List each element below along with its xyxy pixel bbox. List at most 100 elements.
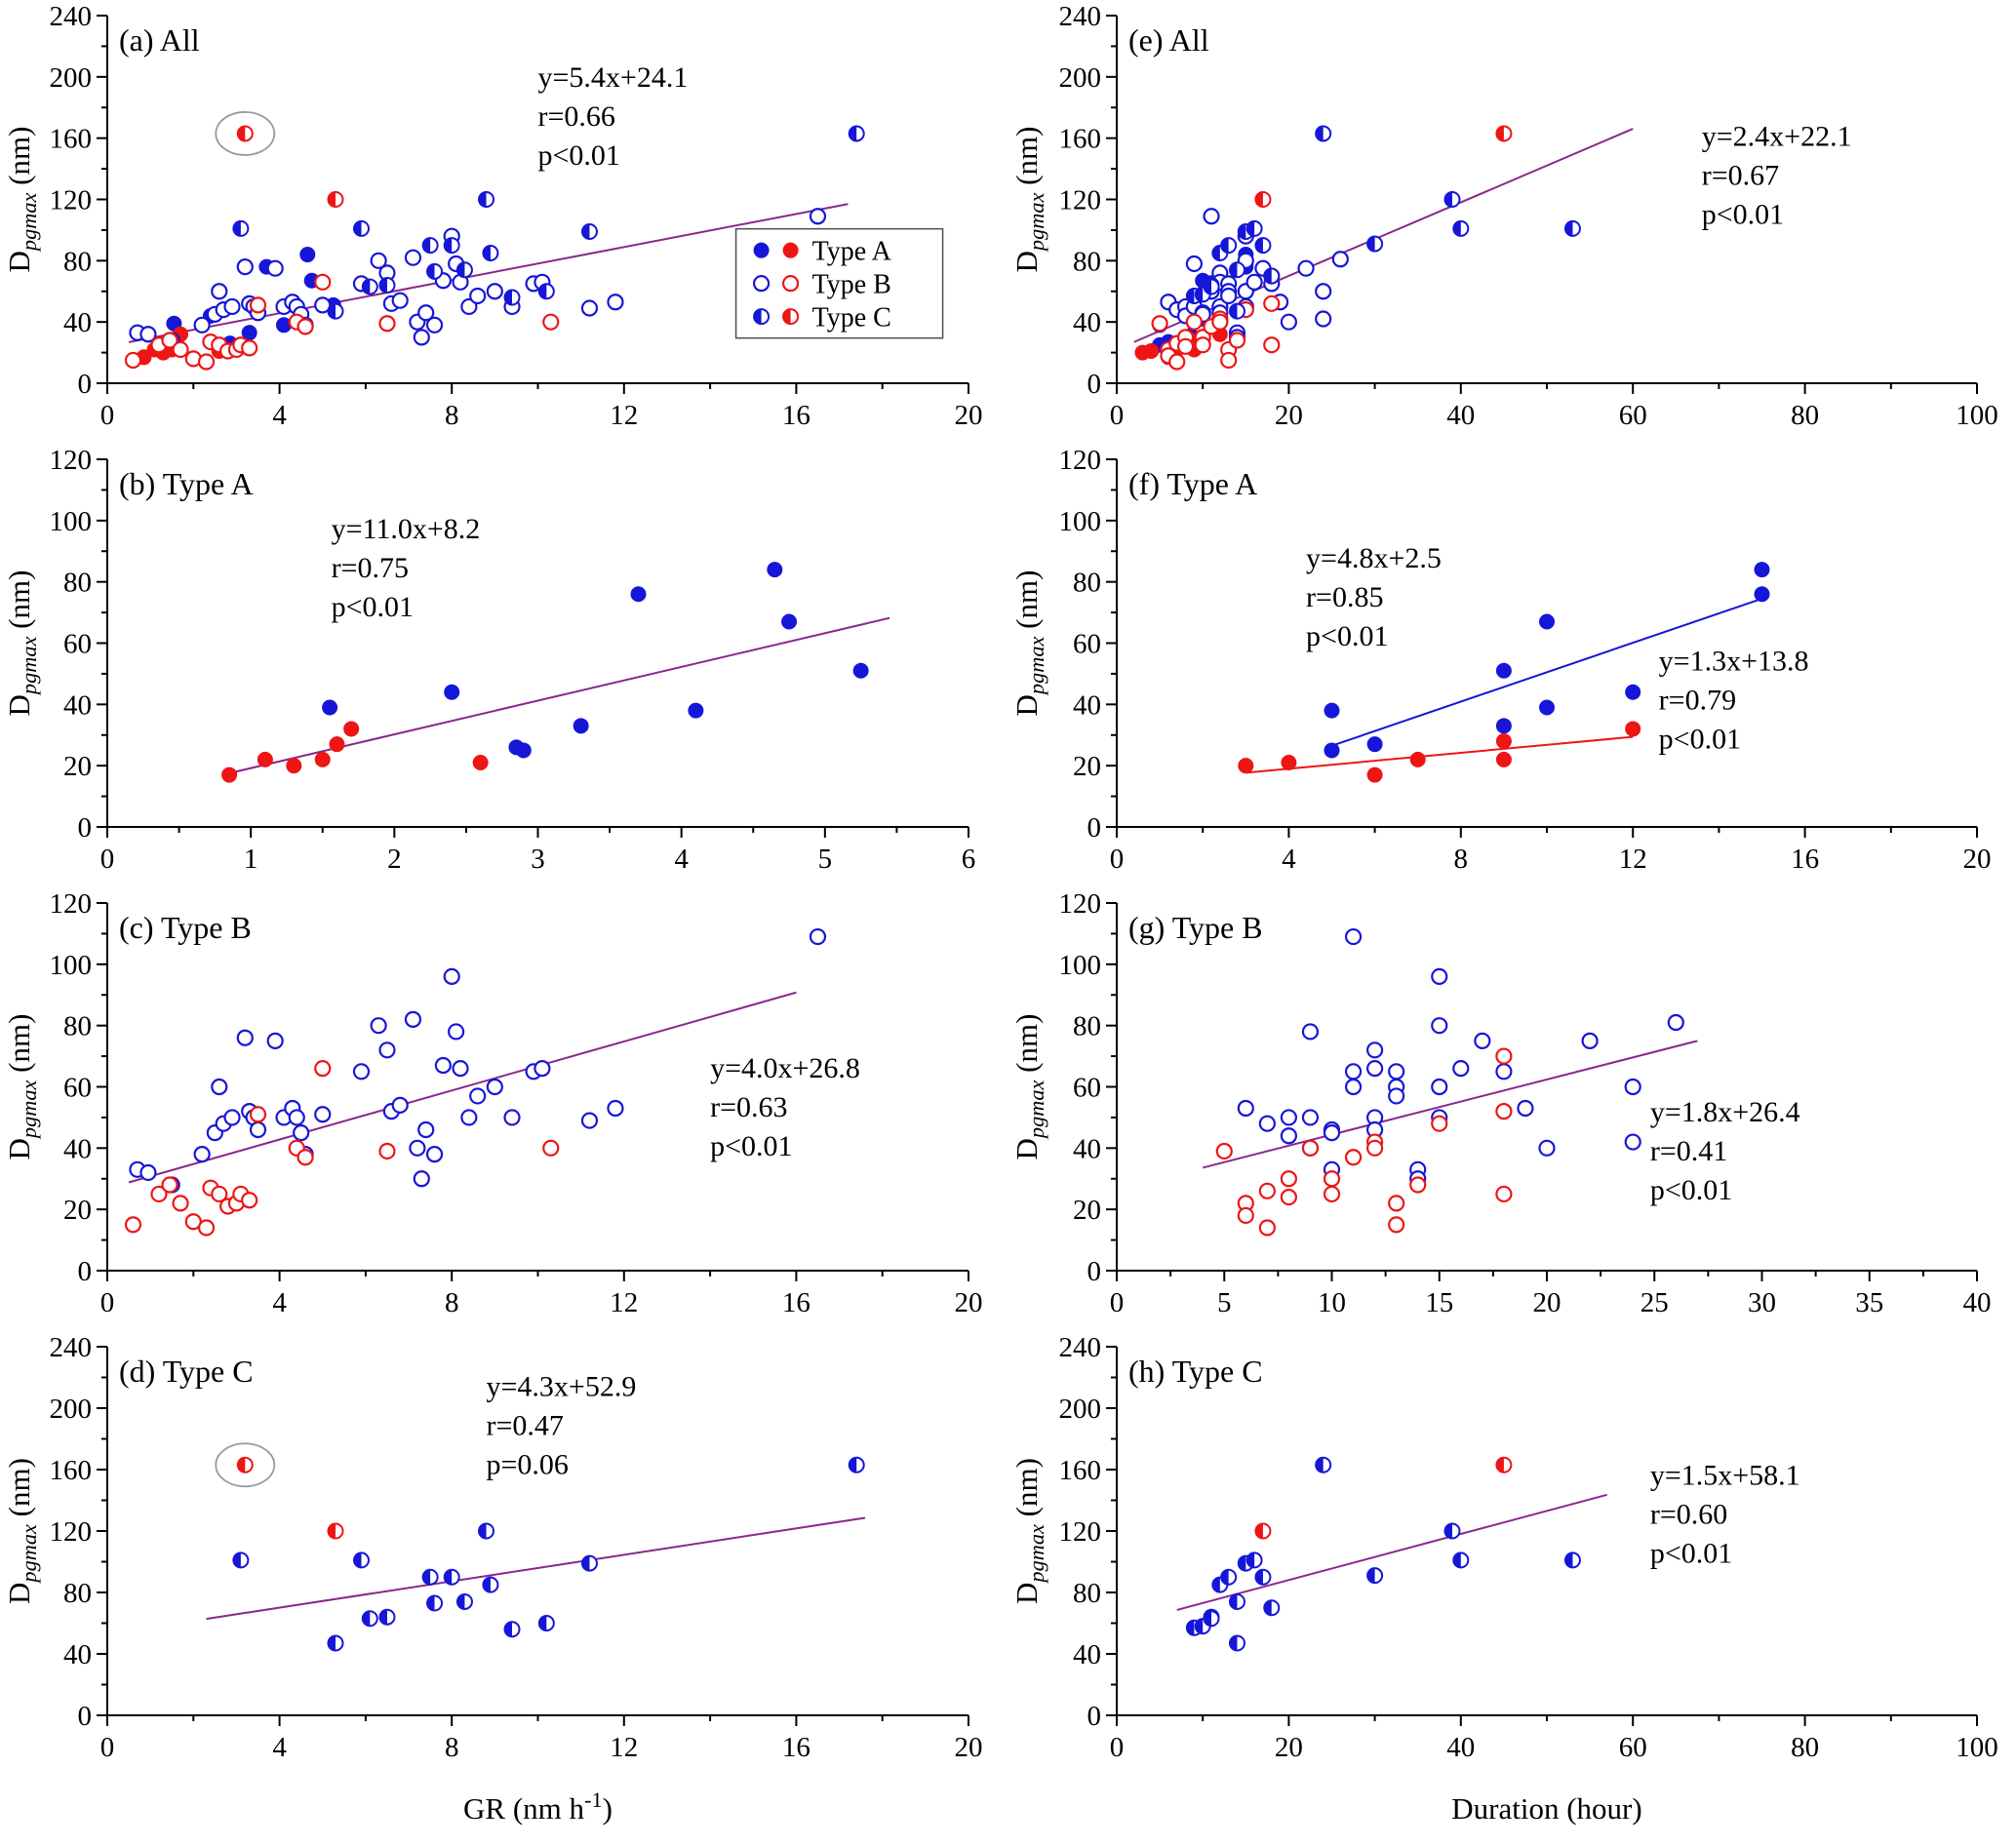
- svg-text:r=0.67: r=0.67: [1702, 160, 1779, 192]
- series-type-a-blue: [322, 562, 869, 759]
- axes: [1116, 16, 1977, 384]
- svg-text:60: 60: [1073, 1073, 1101, 1104]
- series-type-b-blue: [1237, 927, 1684, 1188]
- svg-text:40: 40: [63, 1133, 92, 1164]
- svg-text:0: 0: [100, 400, 115, 431]
- series-type-a-blue: [1324, 562, 1770, 759]
- svg-text:p=0.06: p=0.06: [487, 1449, 569, 1481]
- series-type-b-red: [124, 1060, 560, 1237]
- regression-line: [206, 1516, 866, 1621]
- svg-text:100: 100: [1956, 400, 1998, 431]
- svg-text:p<0.01: p<0.01: [538, 139, 620, 172]
- svg-text:0: 0: [1087, 369, 1102, 400]
- y-axis-ticks: 0 20 40 60 80 100 120: [1059, 445, 1117, 844]
- svg-text:4: 4: [272, 400, 287, 431]
- svg-text:20: 20: [1533, 1287, 1561, 1318]
- svg-text:r=0.47: r=0.47: [487, 1410, 564, 1442]
- svg-text:r=0.79: r=0.79: [1659, 685, 1736, 717]
- panel-e-chart: 0 20 40 60 80 100 0 40 80 120 160 200 240 Dpgmax (nm)…: [1009, 1, 1998, 431]
- y-axis-title: Dpgmax (nm): [1009, 1014, 1048, 1160]
- svg-text:120: 120: [50, 185, 93, 216]
- svg-text:12: 12: [610, 1287, 638, 1318]
- panel-f-chart: 0 4 8 12 16 20 0 20 40 60 80 100 120 Dpgmax (nm) y=4.8…: [1009, 445, 1992, 875]
- svg-text:0: 0: [100, 1287, 115, 1318]
- svg-text:r=0.60: r=0.60: [1650, 1498, 1727, 1530]
- svg-text:160: 160: [50, 124, 93, 155]
- svg-text:16: 16: [1791, 844, 1819, 875]
- annotation: y=11.0x+8.2 r=0.75 p<0.01: [332, 513, 481, 623]
- svg-text:12: 12: [1619, 844, 1647, 875]
- svg-text:0: 0: [1110, 844, 1125, 875]
- svg-text:p<0.01: p<0.01: [1650, 1537, 1732, 1569]
- svg-text:0: 0: [78, 1701, 93, 1732]
- svg-text:20: 20: [955, 1287, 983, 1318]
- svg-text:100: 100: [1956, 1732, 1998, 1763]
- svg-text:80: 80: [63, 1011, 92, 1042]
- svg-text:80: 80: [63, 1578, 92, 1609]
- svg-text:0: 0: [100, 1732, 115, 1763]
- x-axis-ticks: 0 4 8 12 16 20: [1110, 827, 1992, 875]
- series-type-c-blue: [1185, 1456, 1581, 1652]
- svg-text:100: 100: [50, 950, 93, 981]
- y-axis-title: Dpgmax (nm): [2, 127, 41, 273]
- svg-text:12: 12: [610, 1732, 638, 1763]
- svg-text:200: 200: [50, 62, 93, 94]
- svg-text:80: 80: [63, 246, 92, 277]
- svg-text:40: 40: [1073, 689, 1101, 721]
- series-type-c-red: [236, 125, 344, 208]
- svg-text:0: 0: [1087, 812, 1102, 844]
- annotation: y=2.4x+22.1 r=0.67 p<0.01: [1702, 121, 1852, 231]
- svg-text:Type C: Type C: [812, 303, 891, 334]
- svg-text:8: 8: [445, 1287, 459, 1318]
- svg-text:10: 10: [1318, 1287, 1346, 1318]
- axes: [1116, 1347, 1977, 1716]
- svg-text:0: 0: [1110, 400, 1125, 431]
- panel-label: (c) Type B: [119, 910, 252, 945]
- y-axis-ticks: 0 20 40 60 80 100 120: [1059, 888, 1117, 1287]
- svg-text:20: 20: [1275, 1732, 1303, 1763]
- svg-text:200: 200: [1059, 1394, 1102, 1425]
- annotation: y=5.4x+24.1 r=0.66 p<0.01: [538, 61, 689, 172]
- svg-text:100: 100: [1059, 506, 1102, 537]
- highlight-ellipse: [215, 111, 276, 156]
- svg-text:60: 60: [1619, 1732, 1647, 1763]
- panel-label: (e) All: [1128, 22, 1209, 58]
- series-type-a-red: [1238, 721, 1641, 783]
- svg-text:25: 25: [1640, 1287, 1669, 1318]
- svg-text:240: 240: [50, 1332, 93, 1363]
- svg-text:p<0.01: p<0.01: [1659, 724, 1741, 756]
- svg-text:r=0.75: r=0.75: [332, 552, 409, 584]
- x-axis-ticks: 0 4 8 12 16 20: [100, 1715, 983, 1763]
- svg-text:0: 0: [78, 369, 93, 400]
- svg-text:3: 3: [531, 844, 545, 875]
- svg-text:240: 240: [50, 1, 93, 32]
- svg-text:80: 80: [1073, 1578, 1101, 1609]
- svg-text:20: 20: [955, 1732, 983, 1763]
- y-axis-ticks: 0 20 40 60 80 100 120: [50, 445, 107, 844]
- y-axis-ticks: 0 40 80 120 160 200 240: [50, 1, 107, 400]
- svg-text:120: 120: [1059, 1516, 1102, 1548]
- svg-text:20: 20: [1963, 844, 1992, 875]
- svg-text:y=4.0x+26.8: y=4.0x+26.8: [710, 1052, 860, 1084]
- svg-text:200: 200: [50, 1394, 93, 1425]
- svg-text:20: 20: [1073, 1195, 1101, 1226]
- svg-text:4: 4: [272, 1732, 287, 1763]
- svg-text:r=0.63: r=0.63: [710, 1091, 787, 1123]
- svg-text:0: 0: [1110, 1287, 1125, 1318]
- svg-text:16: 16: [782, 1287, 810, 1318]
- svg-text:8: 8: [445, 1732, 459, 1763]
- annotation: y=4.3x+52.9 r=0.47 p=0.06: [487, 1371, 637, 1481]
- svg-text:30: 30: [1748, 1287, 1776, 1318]
- annotation: y=4.0x+26.8 r=0.63 p<0.01: [710, 1052, 860, 1162]
- svg-text:y=1.3x+13.8: y=1.3x+13.8: [1659, 646, 1809, 678]
- series-type-c-blue: [232, 1456, 865, 1652]
- y-axis-ticks: 0 40 80 120 160 200 240: [1059, 1332, 1117, 1732]
- svg-text:160: 160: [50, 1455, 93, 1486]
- series-type-b-red: [124, 273, 560, 371]
- svg-text:4: 4: [272, 1287, 287, 1318]
- svg-text:5: 5: [1217, 1287, 1232, 1318]
- svg-text:120: 120: [1059, 185, 1102, 216]
- svg-text:40: 40: [1446, 1732, 1475, 1763]
